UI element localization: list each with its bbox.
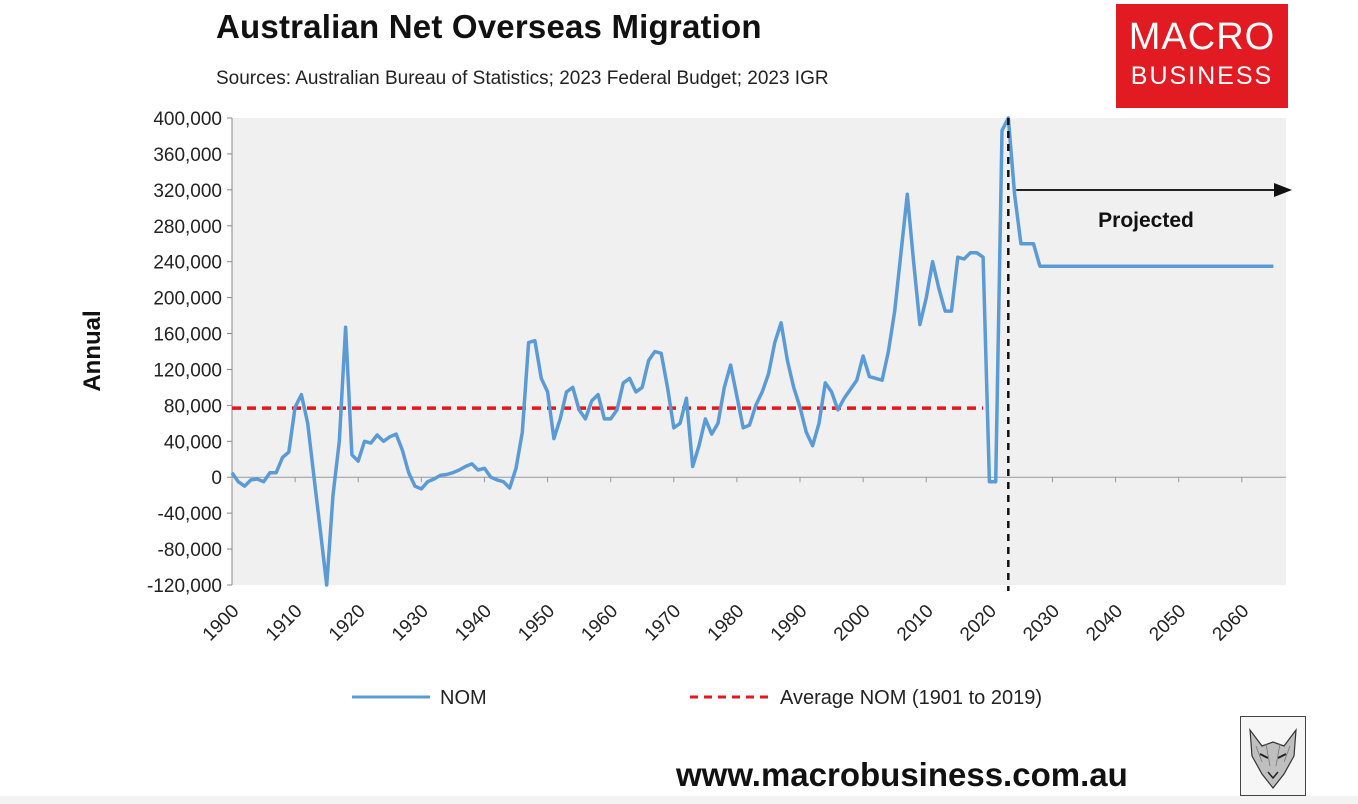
macrobusiness-logo: MACRO BUSINESS [1116,4,1288,108]
y-tick-label: 120,000 [153,360,222,381]
x-tick-label: 1960 [577,601,622,646]
x-tick-label: 1990 [767,601,812,646]
x-tick-label: 1970 [641,601,686,646]
y-tick-label: 320,000 [153,181,222,202]
x-tick-label: 1920 [325,601,370,646]
legend-average-label: Average NOM (1901 to 2019) [780,687,1042,709]
fox-logo-icon [1240,716,1306,796]
chart-title: Australian Net Overseas Migration [216,8,762,45]
projection-arrowhead [1274,183,1292,197]
y-tick-label: 200,000 [153,289,222,310]
y-tick-label: -120,000 [147,576,222,597]
x-tick-label: 1980 [704,601,749,646]
x-tick-label: 2050 [1145,601,1190,646]
x-tick-label: 2040 [1082,601,1127,646]
x-tick-label: 2010 [893,601,938,646]
x-tick-label: 1950 [514,601,559,646]
x-tick-label: 1940 [451,601,496,646]
projected-label: Projected [1098,209,1194,232]
website-url: www.macrobusiness.com.au [676,756,1128,793]
x-tick-label: 1930 [388,601,433,646]
plot-area [232,118,1286,585]
x-tick-label: 1900 [199,601,244,646]
y-axis-label: Annual [79,310,106,391]
y-tick-label: 0 [211,468,222,489]
legend-nom-label: NOM [440,687,487,709]
chart-subtitle: Sources: Australian Bureau of Statistics… [216,68,829,89]
x-tick-label: 2060 [1209,601,1254,646]
y-axis: 400,000 360,000 320,000 280,000 240,000 200,0… [147,109,233,597]
x-tick-label: 2020 [956,601,1001,646]
bottom-strip [0,796,1358,804]
logo-line-2: BUSINESS [1130,62,1274,90]
y-tick-label: -40,000 [158,504,222,525]
y-tick-label: 80,000 [164,396,222,417]
x-tick-label: 2000 [830,601,875,646]
x-tick-label: 2030 [1019,601,1064,646]
y-tick-label: -80,000 [158,540,222,561]
series-marks [230,116,1292,591]
y-tick-label: 280,000 [153,217,222,238]
y-tick-label: 40,000 [164,432,222,453]
legend: NOM Average NOM (1901 to 2019) [352,687,1042,709]
y-tick-label: 400,000 [153,109,222,130]
nom-line [230,116,1274,587]
y-tick-label: 360,000 [153,145,222,166]
y-tick-label: 240,000 [153,253,222,274]
y-tick-label: 160,000 [153,325,222,346]
x-tick-label: 1910 [262,601,307,646]
logo-line-1: MACRO [1128,16,1276,58]
